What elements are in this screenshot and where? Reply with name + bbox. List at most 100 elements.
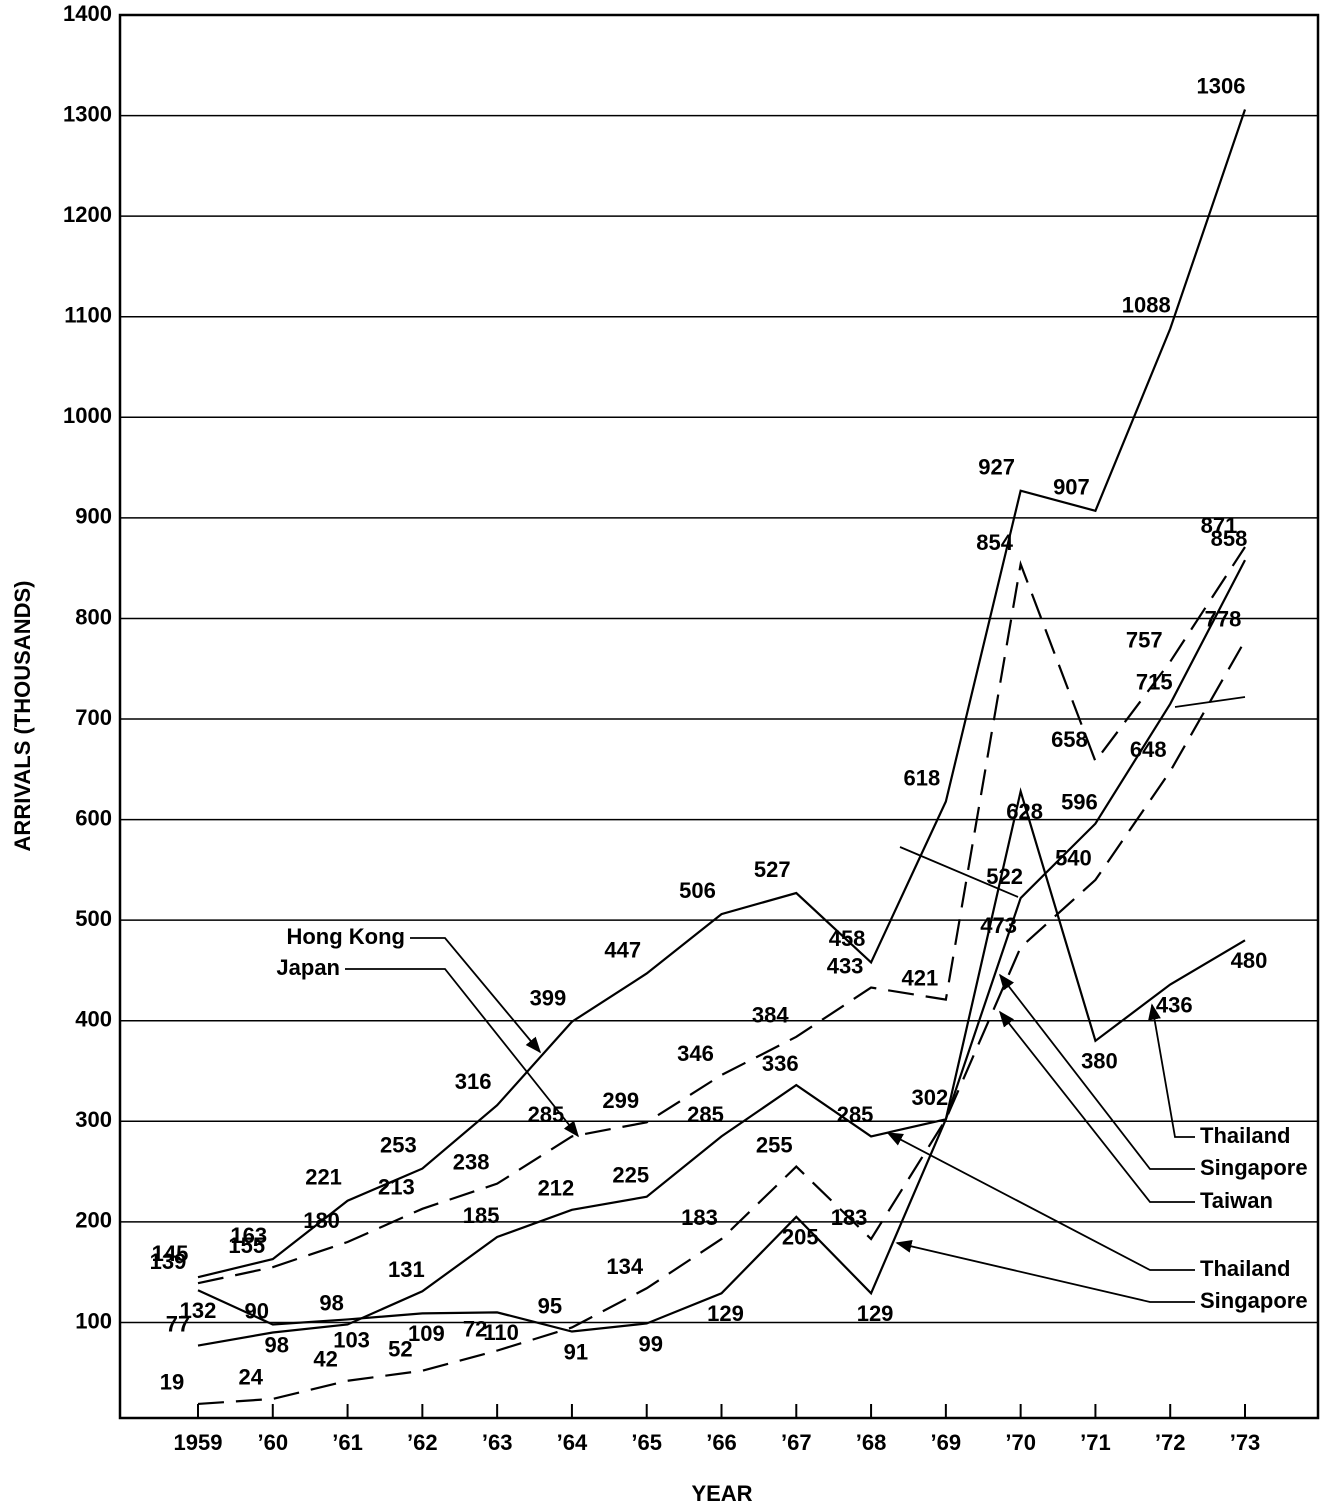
- value-label: 98: [319, 1290, 343, 1315]
- y-tick-label: 400: [75, 1007, 112, 1032]
- x-tick-label: ’64: [557, 1430, 588, 1455]
- value-label: 506: [679, 878, 716, 903]
- value-label: 185: [463, 1203, 500, 1228]
- x-tick-label: ’66: [706, 1430, 737, 1455]
- y-tick-label: 100: [75, 1308, 112, 1333]
- value-label: 132: [180, 1298, 217, 1323]
- annotation: Thailand: [1200, 1256, 1290, 1281]
- series-line: [197, 559, 1246, 1347]
- value-label: 95: [538, 1293, 562, 1318]
- value-label: 285: [687, 1102, 724, 1127]
- x-tick-label: ’73: [1230, 1430, 1261, 1455]
- series-label: Hong Kong: [286, 924, 405, 949]
- y-tick-label: 1200: [63, 202, 112, 227]
- value-label: 139: [150, 1249, 187, 1274]
- y-tick-label: 700: [75, 705, 112, 730]
- value-label: 336: [762, 1051, 799, 1076]
- y-tick-label: 600: [75, 805, 112, 830]
- value-label: 871: [1201, 513, 1238, 538]
- value-label: 52: [388, 1337, 412, 1362]
- value-label: 618: [903, 765, 940, 790]
- value-label: 907: [1053, 475, 1090, 500]
- annotation: Singapore: [1200, 1288, 1308, 1313]
- value-label: 110: [483, 1320, 519, 1345]
- y-tick-label: 300: [75, 1107, 112, 1132]
- value-label: 778: [1205, 606, 1242, 631]
- x-tick-label: ’62: [407, 1430, 438, 1455]
- y-tick-label: 1300: [63, 101, 112, 126]
- annotation: Thailand: [1200, 1123, 1290, 1148]
- series-line: [197, 787, 1246, 1333]
- value-label: 131: [388, 1257, 425, 1282]
- value-label: 109: [408, 1321, 445, 1346]
- value-label: 380: [1081, 1049, 1118, 1074]
- value-label: 98: [265, 1332, 289, 1357]
- x-tick-label: ’63: [482, 1430, 513, 1455]
- value-label: 212: [538, 1176, 575, 1201]
- x-tick-label: ’60: [257, 1430, 288, 1455]
- x-tick-label: 1959: [174, 1430, 223, 1455]
- value-label: 596: [1061, 789, 1098, 814]
- value-label: 238: [453, 1149, 490, 1174]
- x-tick-label: ’67: [781, 1430, 812, 1455]
- y-tick-label: 900: [75, 504, 112, 529]
- value-label: 302: [911, 1085, 948, 1110]
- value-label: 540: [1055, 846, 1092, 871]
- value-label: 658: [1051, 727, 1088, 752]
- value-label: 927: [978, 455, 1015, 480]
- value-label: 145: [152, 1241, 189, 1266]
- value-label: 648: [1130, 737, 1167, 762]
- value-label: 180: [303, 1208, 340, 1233]
- value-label: 715: [1136, 670, 1173, 695]
- x-tick-label: ’69: [931, 1430, 962, 1455]
- value-label: 854: [976, 530, 1013, 555]
- value-label: 19: [160, 1370, 184, 1395]
- value-label: 99: [638, 1331, 662, 1356]
- value-label: 421: [901, 965, 938, 990]
- value-label: 163: [230, 1223, 267, 1248]
- value-label: 436: [1156, 992, 1193, 1017]
- annotation: Taiwan: [1200, 1188, 1273, 1213]
- value-label: 299: [602, 1088, 639, 1113]
- value-label: 1306: [1197, 73, 1246, 98]
- value-label: 134: [606, 1254, 643, 1279]
- y-tick-label: 1400: [63, 1, 112, 26]
- series-line: [197, 640, 1246, 1406]
- value-label: 205: [782, 1225, 819, 1250]
- value-label: 447: [604, 937, 641, 962]
- value-label: 72: [463, 1316, 487, 1341]
- series-line: [197, 109, 1247, 1279]
- value-label: 129: [707, 1301, 744, 1326]
- value-label: 458: [829, 926, 866, 951]
- y-tick-label: 1100: [64, 303, 112, 328]
- value-label: 213: [378, 1175, 415, 1200]
- value-label: 1088: [1122, 293, 1171, 318]
- y-tick-label: 1000: [63, 403, 112, 428]
- value-label: 42: [313, 1347, 337, 1372]
- value-label: 473: [980, 913, 1017, 938]
- x-axis-label: YEAR: [691, 1481, 752, 1506]
- value-label: 285: [528, 1102, 565, 1127]
- x-tick-label: ’72: [1155, 1430, 1186, 1455]
- value-label: 129: [857, 1301, 894, 1326]
- value-label: 628: [1006, 799, 1043, 824]
- value-label: 91: [564, 1339, 588, 1364]
- value-label: 183: [831, 1205, 868, 1230]
- x-tick-label: ’65: [631, 1430, 662, 1455]
- value-label: 221: [305, 1165, 342, 1190]
- plot-frame: [118, 13, 1320, 1420]
- value-label: 183: [681, 1205, 718, 1230]
- annotation: Singapore: [1200, 1155, 1308, 1180]
- value-label: 346: [677, 1041, 714, 1066]
- y-axis-label: ARRIVALS (THOUSANDS): [10, 581, 35, 852]
- y-tick-label: 200: [75, 1208, 112, 1233]
- series-label: Japan: [276, 955, 340, 980]
- value-label: 433: [827, 953, 864, 978]
- x-tick-label: ’71: [1080, 1430, 1111, 1455]
- value-label: 399: [530, 986, 567, 1011]
- x-tick-label: ’61: [332, 1430, 363, 1455]
- value-label: 24: [239, 1365, 264, 1390]
- value-label: 253: [380, 1132, 417, 1157]
